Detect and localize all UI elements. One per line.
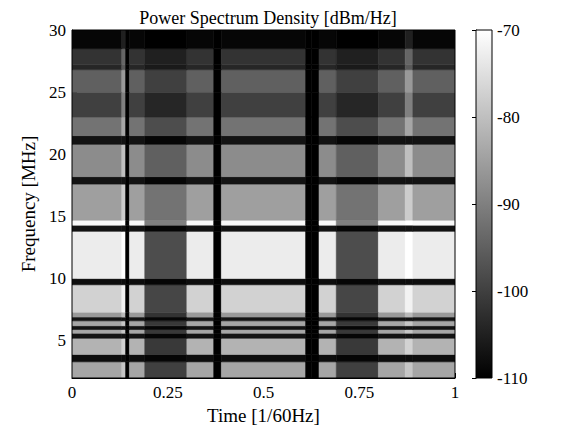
svg-text:5: 5: [58, 331, 67, 350]
svg-text:15: 15: [49, 207, 66, 226]
svg-text:Time [1/60Hz]: Time [1/60Hz]: [207, 405, 320, 426]
svg-text:1: 1: [451, 383, 460, 402]
svg-text:-80: -80: [497, 108, 520, 127]
svg-text:30: 30: [49, 21, 66, 40]
svg-text:-110: -110: [497, 369, 528, 388]
svg-text:10: 10: [49, 269, 66, 288]
svg-text:25: 25: [49, 83, 66, 102]
svg-text:0.5: 0.5: [253, 383, 274, 402]
svg-text:-100: -100: [497, 282, 528, 301]
svg-text:Frequency [MHz]: Frequency [MHz]: [18, 136, 39, 273]
svg-text:Power Spectrum Density [dBm/Hz: Power Spectrum Density [dBm/Hz]: [139, 8, 396, 28]
svg-text:0.25: 0.25: [153, 383, 183, 402]
svg-text:0.75: 0.75: [344, 383, 374, 402]
svg-text:0: 0: [68, 383, 77, 402]
svg-text:20: 20: [49, 145, 66, 164]
svg-text:-90: -90: [497, 195, 520, 214]
svg-text:-70: -70: [497, 21, 520, 40]
